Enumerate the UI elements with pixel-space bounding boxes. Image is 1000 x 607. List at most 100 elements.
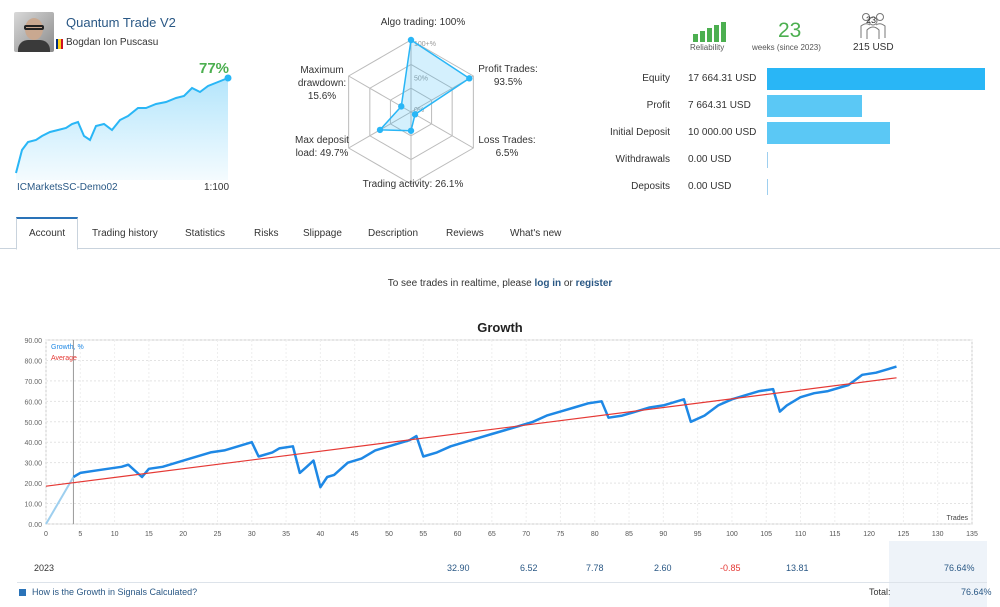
tab-trading-history[interactable]: Trading history xyxy=(92,228,158,239)
growth-calculation-link[interactable]: How is the Growth in Signals Calculated? xyxy=(32,587,198,597)
total-value: 76.64% xyxy=(961,587,992,597)
ytd-value: 76.64% xyxy=(944,563,975,573)
tab-account[interactable]: Account xyxy=(16,217,79,250)
financial-label: Deposits xyxy=(631,181,670,192)
leverage: 1:100 xyxy=(204,182,230,193)
financial-label: Withdrawals xyxy=(615,154,670,165)
financial-bar xyxy=(767,179,768,195)
month-growth-value: 13.81 xyxy=(786,563,809,573)
radar-point xyxy=(376,126,384,134)
expand-icon[interactable] xyxy=(19,589,26,596)
radar-label-activity: Trading activity: 26.1% xyxy=(362,179,464,190)
radar-axis xyxy=(410,111,474,149)
financial-value: 0.00 USD xyxy=(688,154,732,165)
growth-chart: 0.00 10.00 20.00 30.00 40.00 50.00 60.00 70.00 8… xyxy=(24,338,977,538)
y-tick-label: 40.00 xyxy=(24,440,42,447)
financial-row: Withdrawals 0.00 USD xyxy=(590,149,1000,171)
tab-bar: Account Trading history Statistics Risks… xyxy=(0,217,1000,250)
x-tick-label: 75 xyxy=(557,531,565,538)
x-tick-label: 20 xyxy=(179,531,187,538)
financial-bar xyxy=(767,95,862,117)
growth-start-segment xyxy=(45,476,75,525)
x-tick-label: 110 xyxy=(795,531,806,538)
x-tick-label: 40 xyxy=(316,531,324,538)
financial-row: Deposits 0.00 USD xyxy=(590,176,1000,198)
radar-point xyxy=(407,127,415,134)
tab-statistics[interactable]: Statistics xyxy=(185,228,226,239)
mini-growth-chart xyxy=(15,74,232,180)
month-growth-value: 32.90 xyxy=(447,563,470,573)
x-tick-label: 130 xyxy=(932,531,944,538)
radar-label-max-drawdown: Maximum drawdown: 15.6% xyxy=(297,65,347,102)
reliability-bars-icon xyxy=(693,22,726,42)
financial-row: Initial Deposit 10 000.00 USD xyxy=(590,122,1000,144)
tab-risks[interactable]: Risks xyxy=(254,228,279,239)
x-tick-label: 80 xyxy=(591,531,599,538)
y-tick-label: 20.00 xyxy=(24,481,42,488)
financial-value: 0.00 USD xyxy=(688,181,732,192)
average-series-line xyxy=(45,377,897,487)
legend-growth: Growth, % xyxy=(51,344,84,351)
radar-point xyxy=(398,103,405,110)
financial-bar xyxy=(767,122,890,144)
x-tick-label: 125 xyxy=(898,531,910,538)
month-growth-value: 6.52 xyxy=(520,563,538,573)
x-tick-label: 115 xyxy=(829,531,840,538)
tab-description[interactable]: Description xyxy=(368,228,419,239)
broker-server[interactable]: ICMarketsSC-Demo02 xyxy=(17,182,118,193)
financial-value: 7 664.31 USD xyxy=(688,100,751,111)
x-tick-label: 60 xyxy=(454,531,462,538)
x-tick-label: 50 xyxy=(385,531,393,538)
financial-value: 17 664.31 USD xyxy=(688,73,757,84)
ytd-column-background xyxy=(889,541,987,607)
x-tick-label: 10 xyxy=(111,531,119,538)
subscribers-icon xyxy=(860,13,886,39)
financial-row: Profit 7 664.31 USD xyxy=(590,95,1000,117)
weeks-label: weeks (since 2023) xyxy=(752,43,821,52)
weeks-value: 23 xyxy=(778,19,802,42)
x-tick-label: 35 xyxy=(282,531,290,538)
reliability-label: Reliability xyxy=(690,43,725,52)
tab-reviews[interactable]: Reviews xyxy=(446,228,484,239)
radar-point xyxy=(411,111,419,118)
table-footer: How is the Growth in Signals Calculated?… xyxy=(17,582,992,602)
register-link[interactable]: register xyxy=(575,278,613,289)
realtime-note-prefix: To see trades in realtime, please xyxy=(387,278,535,289)
avatar[interactable] xyxy=(14,12,54,52)
radar-ring-label: 0% xyxy=(414,107,424,114)
x-tick-label: 105 xyxy=(760,531,772,538)
tab-slippage[interactable]: Slippage xyxy=(303,228,342,239)
x-tick-label: 0 xyxy=(44,531,48,538)
y-tick-label: 90.00 xyxy=(24,338,42,345)
month-growth-value: -0.85 xyxy=(720,563,741,573)
radar-label-loss-trades: Loss Trades: 6.5% xyxy=(478,135,536,159)
risk-radar-chart: 100+% 50% 0% Algo trading: 100% Profit Tra… xyxy=(280,8,570,198)
x-tick-label: 55 xyxy=(419,531,427,538)
y-tick-label: 30.00 xyxy=(24,461,42,468)
signal-title[interactable]: Quantum Trade V2 xyxy=(66,15,176,30)
radar-ring-label: 50% xyxy=(414,75,428,82)
y-tick-label: 60.00 xyxy=(24,399,42,406)
signal-header: Quantum Trade V2 Bogdan Ion Puscasu 77% … xyxy=(0,0,1000,214)
x-tick-label: 65 xyxy=(488,531,496,538)
x-tick-label: 70 xyxy=(522,531,530,538)
financial-bar xyxy=(767,68,985,90)
realtime-note-middle: or xyxy=(561,278,576,289)
radar-label-max-deposit-load: Max deposit load: 49.7% xyxy=(295,135,349,159)
table-row-2023: 2023 32.90 6.52 7.78 2.60 -0.85 13.81 76.64% xyxy=(17,559,987,577)
y-tick-label: 50.00 xyxy=(24,420,42,427)
radar-point xyxy=(466,75,473,82)
x-tick-label: 100 xyxy=(726,531,738,538)
login-link[interactable]: log in xyxy=(534,278,562,289)
financial-bar xyxy=(767,152,768,168)
month-growth-value: 2.60 xyxy=(654,563,672,573)
legend-average: Average xyxy=(51,355,77,362)
growth-percent: 77% xyxy=(199,60,230,77)
x-tick-label: 5 xyxy=(78,531,82,538)
tab-whats-new[interactable]: What's new xyxy=(510,228,562,239)
financial-value: 10 000.00 USD xyxy=(688,127,757,138)
author-name[interactable]: Bogdan Ion Puscasu xyxy=(66,37,159,48)
financial-label: Profit xyxy=(646,100,670,111)
x-tick-label: 120 xyxy=(863,531,875,538)
financial-label: Initial Deposit xyxy=(609,127,670,138)
